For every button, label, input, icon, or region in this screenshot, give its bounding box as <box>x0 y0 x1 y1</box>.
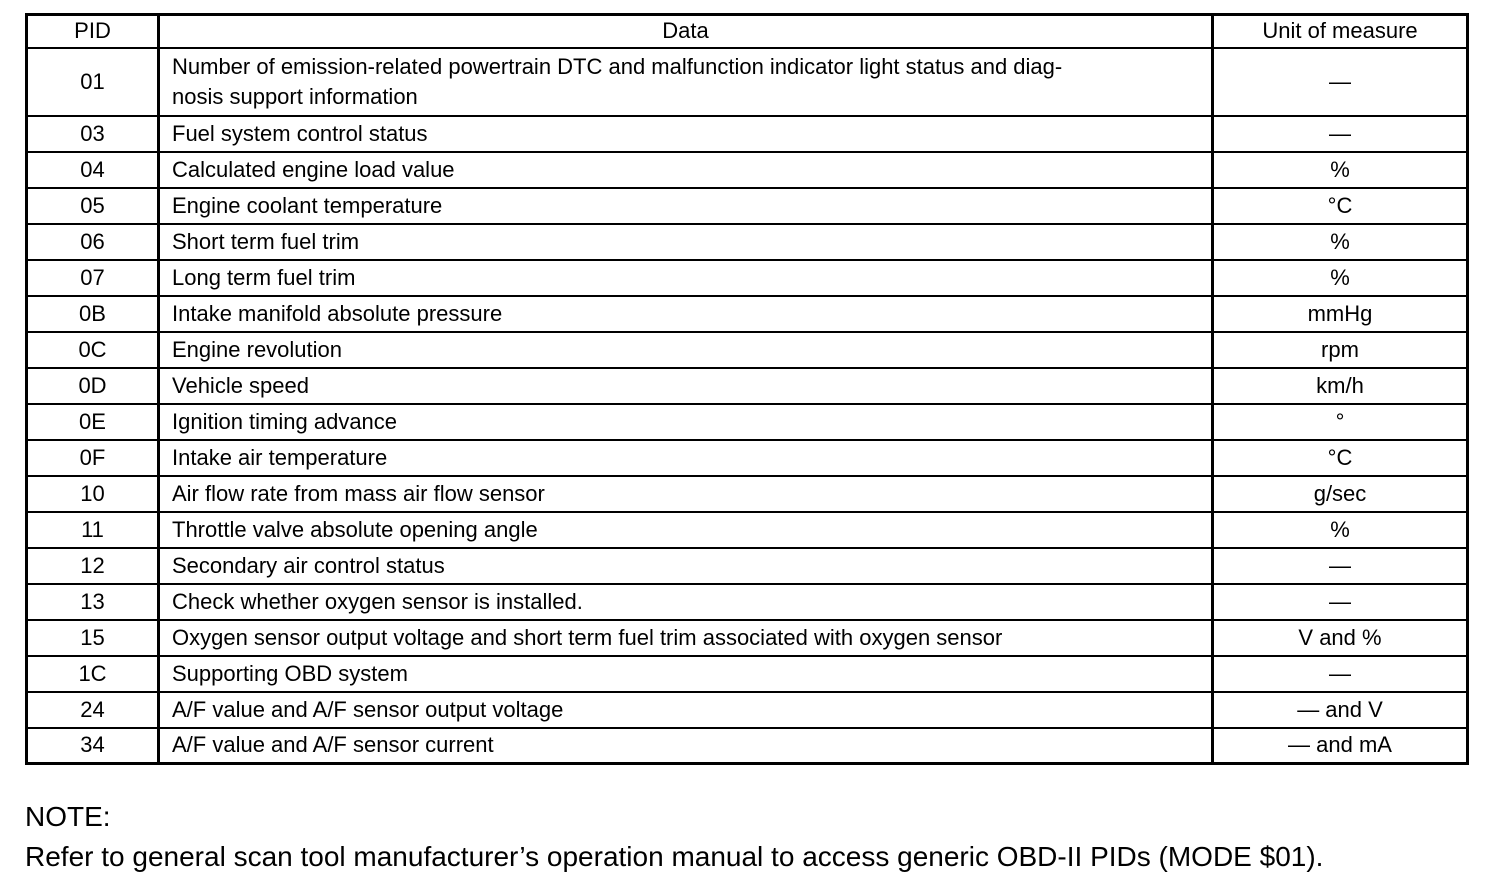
unit-cell: % <box>1211 258 1469 297</box>
pid-cell: 1C <box>25 654 160 693</box>
table-row: 11 Throttle valve absolute opening angle… <box>25 510 1469 549</box>
pid-cell: 12 <box>25 546 160 585</box>
table-row: 0B Intake manifold absolute pressure mmH… <box>25 294 1469 333</box>
table-row: 07 Long term fuel trim % <box>25 258 1469 297</box>
unit-cell: mmHg <box>1211 294 1469 333</box>
data-cell: Supporting OBD system <box>157 654 1214 693</box>
pid-cell: 0E <box>25 402 160 441</box>
pid-cell: 0B <box>25 294 160 333</box>
header-pid: PID <box>25 13 160 49</box>
data-cell: Short term fuel trim <box>157 222 1214 261</box>
pid-cell: 0D <box>25 366 160 405</box>
data-cell: Engine coolant temperature <box>157 186 1214 225</box>
table-row: 15 Oxygen sensor output voltage and shor… <box>25 618 1469 657</box>
pid-cell: 0F <box>25 438 160 477</box>
table-row: 0D Vehicle speed km/h <box>25 366 1469 405</box>
data-cell: Fuel system control status <box>157 114 1214 153</box>
table-row: 12 Secondary air control status — <box>25 546 1469 585</box>
unit-cell: % <box>1211 510 1469 549</box>
table-row: 10 Air flow rate from mass air flow sens… <box>25 474 1469 513</box>
pid-cell: 03 <box>25 114 160 153</box>
data-cell: A/F value and A/F sensor current <box>157 726 1214 765</box>
header-unit: Unit of measure <box>1211 13 1469 49</box>
unit-cell: °C <box>1211 438 1469 477</box>
table-row: 01 Number of emission-related powertrain… <box>25 46 1469 117</box>
table-row: 04 Calculated engine load value % <box>25 150 1469 189</box>
table-row: 03 Fuel system control status — <box>25 114 1469 153</box>
pid-cell: 10 <box>25 474 160 513</box>
table-row: 0C Engine revolution rpm <box>25 330 1469 369</box>
data-cell: Secondary air control status <box>157 546 1214 585</box>
unit-cell: — <box>1211 546 1469 585</box>
unit-cell: g/sec <box>1211 474 1469 513</box>
data-cell: Air flow rate from mass air flow sensor <box>157 474 1214 513</box>
table-row: 34 A/F value and A/F sensor current — an… <box>25 726 1469 765</box>
pid-cell: 24 <box>25 690 160 729</box>
unit-cell: — <box>1211 654 1469 693</box>
pid-cell: 07 <box>25 258 160 297</box>
unit-cell: °C <box>1211 186 1469 225</box>
data-cell: Number of emission-related powertrain DT… <box>157 46 1214 117</box>
unit-cell: — and V <box>1211 690 1469 729</box>
pid-cell: 13 <box>25 582 160 621</box>
pid-cell: 11 <box>25 510 160 549</box>
data-cell: Vehicle speed <box>157 366 1214 405</box>
unit-cell: ° <box>1211 402 1469 441</box>
table-row: 1C Supporting OBD system — <box>25 654 1469 693</box>
data-cell: Long term fuel trim <box>157 258 1214 297</box>
table-row: 0F Intake air temperature °C <box>25 438 1469 477</box>
pid-cell: 01 <box>25 46 160 117</box>
unit-cell: % <box>1211 150 1469 189</box>
unit-cell: — and mA <box>1211 726 1469 765</box>
pid-cell: 05 <box>25 186 160 225</box>
data-cell: Calculated engine load value <box>157 150 1214 189</box>
unit-cell: % <box>1211 222 1469 261</box>
pid-cell: 04 <box>25 150 160 189</box>
table-row: 05 Engine coolant temperature °C <box>25 186 1469 225</box>
unit-cell: — <box>1211 46 1469 117</box>
data-cell: Engine revolution <box>157 330 1214 369</box>
table-header-row: PID Data Unit of measure <box>25 13 1469 49</box>
obd-pid-table: PID Data Unit of measure 01 Number of em… <box>25 13 1469 765</box>
data-cell: Oxygen sensor output voltage and short t… <box>157 618 1214 657</box>
pid-cell: 0C <box>25 330 160 369</box>
header-data: Data <box>157 13 1214 49</box>
note-label: NOTE: <box>25 801 111 832</box>
unit-cell: — <box>1211 114 1469 153</box>
unit-cell: km/h <box>1211 366 1469 405</box>
data-cell: Throttle valve absolute opening angle <box>157 510 1214 549</box>
unit-cell: rpm <box>1211 330 1469 369</box>
table-row: 24 A/F value and A/F sensor output volta… <box>25 690 1469 729</box>
table-row: 13 Check whether oxygen sensor is instal… <box>25 582 1469 621</box>
data-cell: Intake manifold absolute pressure <box>157 294 1214 333</box>
pid-cell: 06 <box>25 222 160 261</box>
data-cell: Ignition timing advance <box>157 402 1214 441</box>
note-text: Refer to general scan tool manufacturer’… <box>25 841 1324 872</box>
note-block: NOTE: Refer to general scan tool manufac… <box>25 797 1323 877</box>
unit-cell: — <box>1211 582 1469 621</box>
data-cell: A/F value and A/F sensor output voltage <box>157 690 1214 729</box>
pid-cell: 15 <box>25 618 160 657</box>
data-cell: Check whether oxygen sensor is installed… <box>157 582 1214 621</box>
unit-cell: V and % <box>1211 618 1469 657</box>
table-row: 0E Ignition timing advance ° <box>25 402 1469 441</box>
data-cell: Intake air temperature <box>157 438 1214 477</box>
pid-cell: 34 <box>25 726 160 765</box>
table-row: 06 Short term fuel trim % <box>25 222 1469 261</box>
